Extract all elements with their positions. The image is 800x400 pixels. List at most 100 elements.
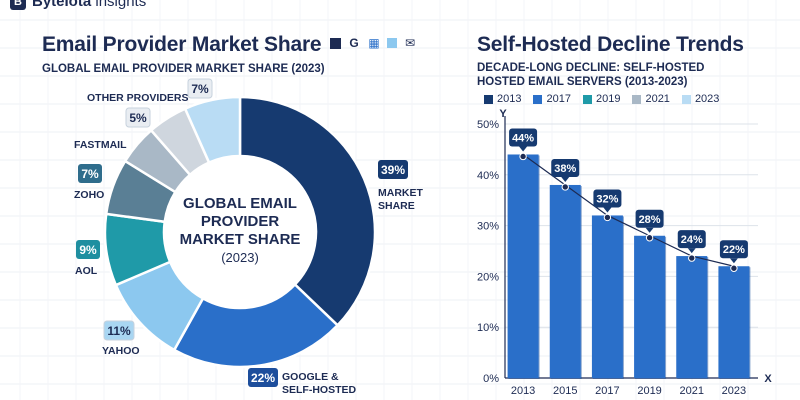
legend-swatch: [681, 94, 691, 104]
slice-category-label: FASTMAIL: [74, 139, 127, 151]
bar-value-label: 24%: [681, 234, 703, 246]
right-subtitle-line2: HOSTED EMAIL SERVERS (2013-2023): [477, 76, 688, 88]
slice-value-badge: [378, 160, 408, 179]
value-badge: [635, 209, 664, 228]
slice-value-badge: [78, 164, 102, 183]
value-badge: [509, 128, 538, 147]
google-g-icon: G: [349, 36, 359, 50]
value-badge-pointer: [519, 146, 528, 152]
right-chart-title: Self-Hosted Decline Trends: [477, 33, 744, 56]
slice-category-label: ZOHO: [74, 189, 104, 201]
donut-hole: [165, 157, 315, 307]
bar: [591, 215, 623, 378]
slice-category-label: SELF-HOSTED: [282, 384, 357, 396]
left-chart-subtitle: GLOBAL EMAIL PROVIDER MARKET SHARE (2023…: [42, 63, 325, 75]
data-point: [688, 254, 696, 262]
brand-name: ByteIota insights: [32, 0, 146, 10]
bar: [718, 266, 750, 378]
y-tick-label: 10%: [477, 322, 499, 334]
slice-category-label: GOOGLE &: [282, 371, 339, 383]
y-axis-label: Y: [499, 108, 507, 120]
bar-value-label: 44%: [512, 132, 534, 144]
y-tick-label: 40%: [477, 170, 499, 182]
legend-label: 2013: [497, 93, 522, 105]
x-tick-label: 2015: [553, 385, 577, 397]
title-icons: G ▦ ✉: [330, 36, 417, 50]
slice-category-label: YAHOO: [102, 345, 140, 357]
legend-label: 2019: [595, 93, 621, 105]
data-point: [519, 152, 527, 161]
slice-value-badge: [248, 368, 278, 387]
square-light-icon: [387, 38, 397, 48]
bar: [507, 154, 539, 378]
legend-label: 2017: [546, 93, 571, 105]
center-label: GLOBAL EMAIL: [183, 195, 297, 212]
legend-label: 2021: [645, 93, 670, 105]
slice-value-label: 5%: [129, 111, 147, 125]
bar-value-label: 28%: [639, 214, 661, 226]
slice-value-label: 7%: [81, 167, 99, 181]
y-tick-label: 0%: [483, 373, 499, 385]
legend-item: 2021: [632, 93, 670, 105]
bar-legend: 2013 2017 2019 2021 2023: [484, 93, 719, 105]
slice-value-label: 22%: [251, 371, 275, 385]
slice-value-label: 11%: [107, 324, 131, 338]
brand: B ByteIota insights: [10, 0, 146, 10]
legend-item: 2023: [681, 93, 720, 105]
data-point: [561, 183, 569, 191]
y-tick-label: 30%: [477, 221, 499, 233]
value-badge-pointer: [645, 227, 654, 233]
legend-item: 2017: [533, 93, 571, 105]
value-badge: [593, 189, 622, 208]
center-label: MARKET SHARE: [180, 231, 301, 248]
legend-swatch: [533, 94, 543, 104]
value-badge: [677, 230, 706, 249]
slice-category-label: AOL: [75, 265, 98, 277]
value-badge-pointer: [561, 176, 570, 182]
slice-value-badge: [76, 240, 100, 259]
bar: [676, 256, 708, 378]
center-label: PROVIDER: [201, 213, 280, 230]
slice-value-badge: [125, 107, 151, 128]
value-badge-pointer: [729, 258, 738, 264]
x-tick-label: 2017: [595, 385, 619, 397]
legend-swatch: [632, 94, 642, 104]
value-badge-pointer: [687, 248, 696, 254]
value-badge: [551, 158, 580, 177]
bar: [549, 184, 581, 378]
right-subtitle-line1: DECADE-LONG DECLINE: SELF-HOSTED: [477, 62, 705, 74]
legend-label: 2023: [694, 93, 720, 105]
center-label: (2023): [221, 250, 259, 265]
y-tick-label: 50%: [477, 119, 499, 131]
legend-item: 2019: [582, 93, 621, 105]
legend-swatch: [484, 94, 493, 104]
x-axis-label: X: [764, 373, 772, 385]
mail-icon: ✉: [404, 36, 416, 50]
slice-value-label: 9%: [79, 243, 97, 257]
slice-value-badge: [187, 78, 213, 99]
data-point: [645, 234, 654, 242]
trend-line: [522, 153, 735, 267]
pie-slice: [172, 282, 340, 369]
slice-value-badge: [103, 320, 135, 341]
y-tick-label: 20%: [477, 271, 499, 283]
pie-slice: [183, 95, 242, 165]
slice-category-label: MARKET: [378, 187, 423, 199]
data-point: [603, 213, 612, 222]
brand-name-bold: ByteIota: [32, 0, 92, 10]
windows-icon: ▦: [368, 36, 380, 50]
x-tick-label: 2021: [680, 385, 704, 397]
slice-value-label: 7%: [191, 82, 209, 96]
data-point: [730, 264, 738, 272]
left-chart-title: Email Provider Market Share: [42, 33, 322, 56]
legend-item: 2013: [484, 93, 521, 105]
bar: [634, 235, 666, 378]
value-badge-pointer: [603, 207, 612, 213]
square-icon: [330, 37, 341, 49]
x-tick-label: 2013: [511, 385, 535, 397]
bar-value-label: 22%: [723, 244, 745, 256]
x-tick-label: 2023: [722, 385, 746, 397]
legend-swatch: [582, 94, 592, 104]
value-badge: [719, 240, 748, 259]
